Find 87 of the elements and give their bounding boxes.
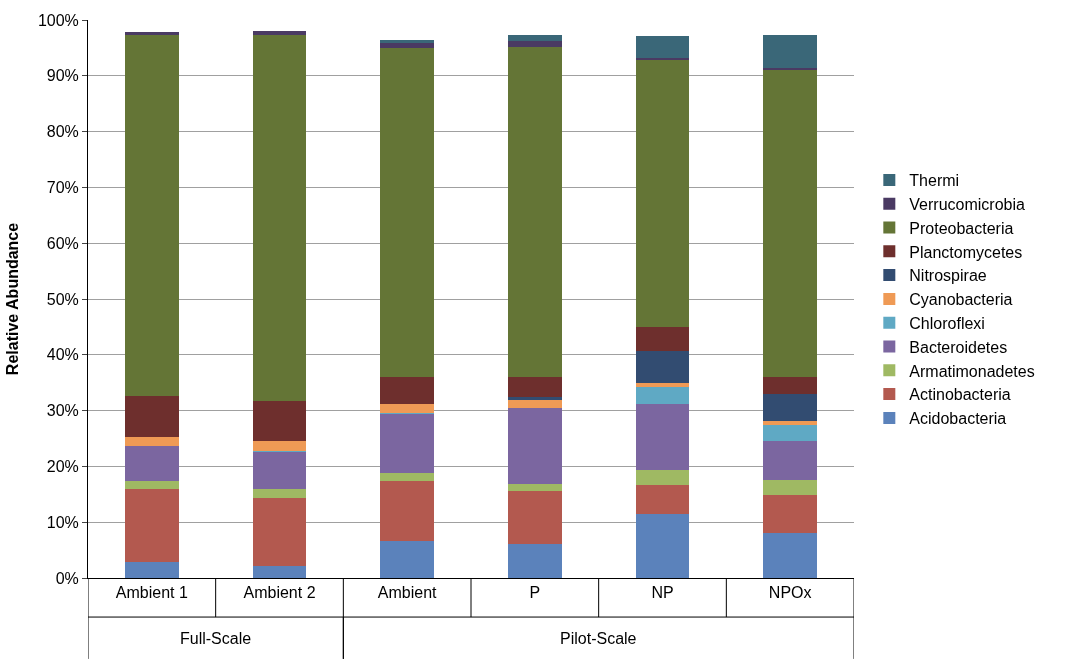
legend-label: Planctomycetes	[909, 243, 1023, 261]
bar	[508, 400, 562, 408]
legend-label: Acidobacteria	[909, 410, 1007, 428]
text: Full-Scale	[180, 630, 252, 647]
bar	[763, 532, 817, 578]
y-tick-label: 60%	[46, 234, 79, 252]
bar	[125, 489, 179, 563]
bar	[125, 396, 179, 437]
x-tick-label: NPOx	[768, 584, 812, 602]
bar	[763, 67, 817, 70]
bar	[380, 404, 434, 414]
legend-label: Proteobacteria	[909, 219, 1014, 237]
y-tick-label: 90%	[46, 67, 79, 85]
text: Pilot-Scale	[560, 630, 637, 647]
bar	[763, 393, 817, 422]
bar	[252, 441, 307, 452]
bar	[252, 400, 307, 442]
bar	[125, 436, 179, 447]
bar	[380, 472, 434, 481]
bar	[125, 32, 179, 36]
bar	[763, 425, 817, 441]
bar	[508, 490, 562, 544]
y-tick-label: 20%	[46, 458, 79, 475]
x-tick-label: P	[529, 584, 541, 602]
legend-label: Bacteroidetes	[909, 338, 1008, 356]
y-tick-label: 100%	[37, 11, 79, 29]
bar	[508, 34, 562, 42]
bar	[508, 484, 562, 491]
bar	[508, 41, 562, 48]
bar	[252, 31, 307, 35]
bar	[380, 541, 434, 578]
bar	[380, 480, 434, 542]
bar	[380, 43, 434, 49]
x-tick-label: Ambient 2	[243, 584, 316, 602]
legend-label: Actinobacteria	[909, 386, 1011, 404]
y-tick-label: 30%	[46, 402, 79, 420]
legend-label: Chloroflexi	[909, 314, 985, 332]
bar	[252, 565, 307, 578]
bar	[635, 484, 690, 514]
bar	[508, 407, 562, 485]
bar	[635, 327, 690, 352]
y-tick-label: 40%	[46, 346, 79, 364]
bar	[635, 403, 690, 471]
y-tick-label: 10%	[46, 513, 79, 531]
bar	[252, 451, 307, 490]
legend-label: Cyanobacteria	[909, 291, 1013, 309]
y-tick-label: 0%	[55, 569, 79, 587]
bar	[125, 446, 179, 481]
bar	[380, 413, 434, 473]
bar	[508, 376, 562, 398]
bar	[252, 497, 307, 566]
bar	[763, 421, 817, 426]
bar	[508, 397, 562, 400]
y-tick-label: 80%	[46, 123, 79, 141]
bar	[252, 489, 307, 498]
bar	[508, 47, 562, 377]
bar	[763, 69, 817, 377]
bar	[125, 562, 179, 578]
bar	[635, 383, 690, 387]
bar	[763, 376, 817, 394]
bar	[635, 35, 690, 58]
y-tick-label: 50%	[46, 290, 79, 308]
x-tick-label: Ambient 1	[115, 584, 188, 602]
bar	[252, 34, 307, 401]
bar	[125, 35, 179, 397]
bar	[635, 59, 690, 328]
bar	[508, 543, 562, 578]
y-tick-label: 70%	[46, 179, 79, 196]
bar	[635, 386, 690, 404]
bar	[763, 480, 817, 495]
bar	[763, 440, 817, 481]
x-tick-label: Ambient	[377, 584, 438, 602]
bar	[635, 470, 690, 485]
legend-label: Thermi	[909, 172, 960, 190]
legend-label: Armatimonadetes	[909, 362, 1035, 380]
bar	[380, 48, 434, 378]
bar	[635, 351, 690, 384]
bar	[380, 377, 434, 405]
bar	[763, 34, 817, 68]
bar	[763, 494, 817, 533]
bar	[635, 57, 690, 60]
bar	[125, 480, 179, 490]
legend-label: Nitrospirae	[909, 267, 987, 285]
bar	[635, 513, 690, 578]
x-tick-label: NP	[651, 584, 674, 602]
legend-label: Verrucomicrobia	[909, 195, 1026, 213]
y-axis-title: Relative Abundance	[3, 222, 21, 376]
